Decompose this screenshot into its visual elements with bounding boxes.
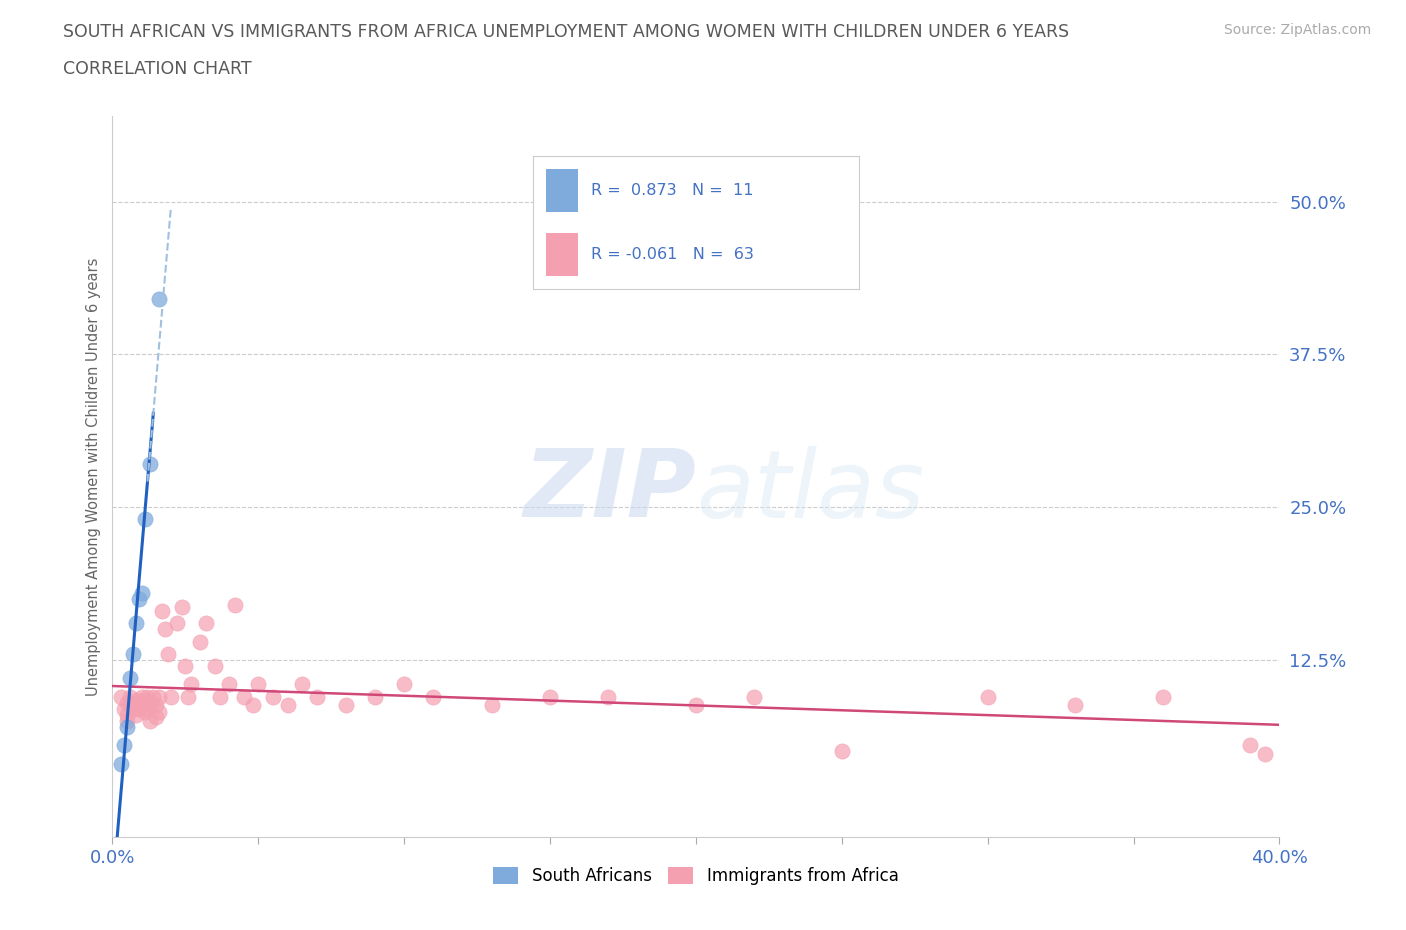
Point <box>335 698 357 712</box>
Point <box>118 698 141 712</box>
Text: ZIP: ZIP <box>523 445 696 537</box>
Point <box>122 646 145 661</box>
Point <box>218 677 240 692</box>
Point <box>364 689 387 704</box>
Point <box>481 698 503 712</box>
Point <box>112 737 135 752</box>
Point <box>148 689 170 704</box>
Point <box>172 600 194 615</box>
Point <box>247 677 270 692</box>
Point <box>276 698 298 712</box>
Point <box>110 689 132 704</box>
Point <box>136 689 159 704</box>
Point <box>139 457 162 472</box>
Point <box>976 689 998 704</box>
Point <box>128 701 150 716</box>
Point <box>224 597 246 612</box>
Point <box>118 671 141 685</box>
Point <box>128 591 150 606</box>
Point <box>131 698 153 712</box>
Point <box>122 701 145 716</box>
Point <box>148 292 170 307</box>
Point <box>136 701 159 716</box>
Point <box>177 689 200 704</box>
Point <box>685 698 707 712</box>
Point <box>166 616 188 631</box>
Point <box>180 677 202 692</box>
Point <box>194 616 217 631</box>
Point <box>188 634 211 649</box>
Y-axis label: Unemployment Among Women with Children Under 6 years: Unemployment Among Women with Children U… <box>86 258 101 696</box>
Point <box>115 720 138 735</box>
Point <box>174 658 197 673</box>
Point <box>131 585 153 600</box>
Point <box>139 698 162 712</box>
Point <box>538 689 561 704</box>
Point <box>115 713 138 728</box>
Point <box>139 713 162 728</box>
Point <box>145 710 167 724</box>
Point <box>232 689 254 704</box>
Point <box>150 604 173 618</box>
Point <box>742 689 765 704</box>
Point <box>1239 737 1261 752</box>
Point <box>131 689 153 704</box>
Point <box>598 689 620 704</box>
Point <box>122 696 145 711</box>
Point <box>1254 747 1277 762</box>
Point <box>1064 698 1087 712</box>
Text: SOUTH AFRICAN VS IMMIGRANTS FROM AFRICA UNEMPLOYMENT AMONG WOMEN WITH CHILDREN U: SOUTH AFRICAN VS IMMIGRANTS FROM AFRICA … <box>63 23 1070 41</box>
Point <box>262 689 284 704</box>
Point <box>204 658 226 673</box>
Point <box>831 744 853 759</box>
Point <box>125 616 148 631</box>
Text: CORRELATION CHART: CORRELATION CHART <box>63 60 252 78</box>
Point <box>115 708 138 723</box>
Point <box>134 693 156 708</box>
Point <box>125 708 148 723</box>
Point <box>142 689 165 704</box>
Point <box>291 677 314 692</box>
Point <box>394 677 416 692</box>
Point <box>128 696 150 711</box>
Point <box>1152 689 1174 704</box>
Text: atlas: atlas <box>696 445 924 537</box>
Point <box>115 696 138 711</box>
Point <box>134 705 156 720</box>
Text: Source: ZipAtlas.com: Source: ZipAtlas.com <box>1223 23 1371 37</box>
Point <box>153 622 176 637</box>
Point <box>156 646 179 661</box>
Point <box>148 705 170 720</box>
Point <box>242 698 264 712</box>
Point <box>160 689 183 704</box>
Point <box>118 689 141 704</box>
Point <box>112 701 135 716</box>
Point <box>305 689 328 704</box>
Legend: South Africans, Immigrants from Africa: South Africans, Immigrants from Africa <box>485 858 907 894</box>
Point <box>145 698 167 712</box>
Point <box>134 512 156 526</box>
Point <box>422 689 444 704</box>
Point <box>110 756 132 771</box>
Point <box>125 693 148 708</box>
Point <box>209 689 232 704</box>
